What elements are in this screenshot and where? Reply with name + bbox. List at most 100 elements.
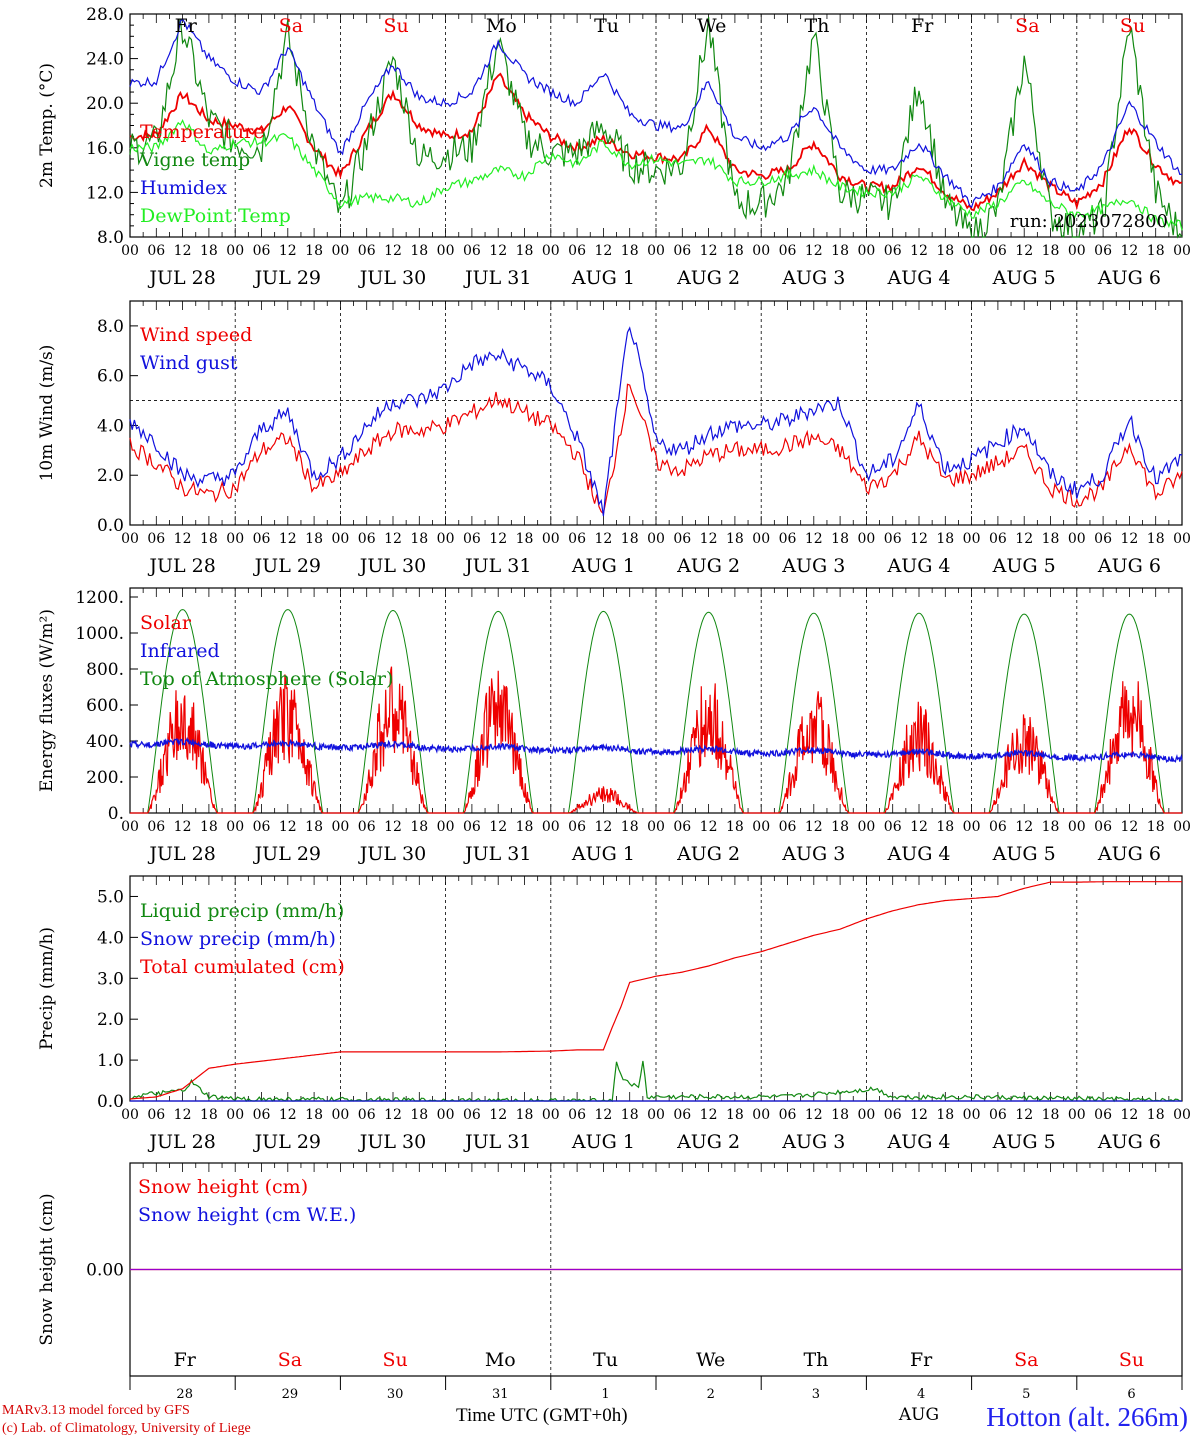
weekday-label-bottom: Sa	[1014, 1349, 1038, 1371]
hour-tick-label: 00	[752, 1107, 770, 1123]
hour-tick-label: 06	[989, 1107, 1007, 1123]
date-label: AUG 4	[886, 555, 950, 577]
hour-tick-label: 00	[857, 1107, 875, 1123]
hour-tick-label: 00	[542, 531, 560, 547]
y-tick-label: 4.0	[97, 928, 124, 948]
date-label: JUL 30	[358, 1131, 426, 1153]
legend-item: Liquid precip (mm/h)	[140, 900, 344, 922]
hour-tick-label: 06	[358, 243, 376, 259]
series-liquid-precip-mm-h-	[129, 1060, 1182, 1103]
hour-tick-label: 00	[1068, 1107, 1086, 1123]
hour-tick-label: 06	[884, 819, 902, 835]
hour-tick-label: 12	[1015, 243, 1033, 259]
y-tick-label: 1.0	[97, 1051, 124, 1071]
hour-tick-label: 00	[331, 819, 349, 835]
hour-tick-label: 00	[647, 243, 665, 259]
hour-tick-label: 06	[358, 531, 376, 547]
hour-tick-label: 12	[279, 243, 297, 259]
hour-tick-label: 12	[489, 819, 507, 835]
hour-tick-label: 06	[779, 531, 797, 547]
hour-tick-label: 00	[542, 819, 560, 835]
hour-tick-label: 00	[437, 531, 455, 547]
hour-tick-label: 12	[384, 1107, 402, 1123]
hour-tick-label: 12	[805, 531, 823, 547]
hour-tick-label: 18	[305, 243, 323, 259]
y-tick-label: 24.0	[86, 50, 124, 70]
panel-frame	[129, 300, 1183, 526]
y-tick-label: 800.	[86, 660, 124, 680]
hour-tick-label: 18	[200, 819, 218, 835]
hour-tick-label: 06	[1094, 531, 1112, 547]
y-tick-label: 2.0	[97, 466, 124, 486]
y-tick-label: 8.0	[97, 228, 124, 248]
hour-tick-label: 18	[726, 1107, 744, 1123]
y-tick-label: 0.0	[97, 1092, 124, 1112]
date-label: AUG 5	[992, 267, 1056, 289]
date-label: JUL 29	[253, 555, 321, 577]
date-label: AUG 2	[676, 1131, 740, 1153]
legend-item: Infrared	[140, 640, 220, 662]
hour-tick-label: 06	[673, 1107, 691, 1123]
credit-model: MARv3.13 model forced by GFS	[2, 1403, 190, 1418]
hour-tick-label: 18	[516, 531, 534, 547]
date-label: AUG 2	[676, 843, 740, 865]
hour-tick-label: 00	[857, 819, 875, 835]
hour-tick-label: 06	[884, 1107, 902, 1123]
date-label: AUG 4	[886, 267, 950, 289]
day-number: 31	[492, 1387, 509, 1402]
date-label: AUG 1	[571, 843, 635, 865]
y-axis-label: Precip (mm/h)	[37, 927, 57, 1050]
hour-tick-label: 18	[831, 1107, 849, 1123]
month-label: AUG	[898, 1405, 939, 1425]
hour-tick-label: 00	[857, 531, 875, 547]
hour-tick-label: 18	[726, 819, 744, 835]
date-label: AUG 1	[571, 267, 635, 289]
hour-tick-label: 06	[779, 819, 797, 835]
legend-item: Solar	[140, 612, 192, 634]
y-tick-label: 0.	[108, 804, 124, 824]
y-axis-label: 2m Temp. (°C)	[37, 63, 57, 188]
date-label: JUL 29	[253, 267, 321, 289]
hour-tick-label: 12	[594, 819, 612, 835]
hour-tick-label: 12	[384, 819, 402, 835]
hour-tick-label: 00	[121, 1107, 139, 1123]
weekday-label: Fr	[175, 15, 198, 37]
hour-tick-label: 18	[1042, 531, 1060, 547]
hour-tick-label: 00	[121, 243, 139, 259]
hour-tick-label: 00	[121, 819, 139, 835]
hour-tick-label: 18	[305, 531, 323, 547]
day-number: 5	[1022, 1387, 1030, 1402]
legend-item: Humidex	[140, 177, 227, 199]
hour-tick-label: 18	[936, 819, 954, 835]
hour-tick-label: 18	[516, 243, 534, 259]
hour-tick-label: 18	[410, 819, 428, 835]
date-label: AUG 6	[1097, 843, 1161, 865]
weekday-label: Th	[804, 15, 829, 37]
hour-tick-label: 00	[226, 531, 244, 547]
hour-tick-label: 00	[1068, 819, 1086, 835]
legend-item: Wind gust	[140, 352, 238, 374]
hour-tick-label: 00	[331, 1107, 349, 1123]
series-wind-speed	[129, 383, 1183, 515]
hour-tick-label: 12	[1015, 1107, 1033, 1123]
hour-tick-label: 12	[489, 243, 507, 259]
date-label: AUG 5	[992, 1131, 1056, 1153]
legend-item: DewPoint Temp	[140, 205, 291, 227]
station-name: Hotton (alt. 266m)	[986, 1402, 1188, 1432]
y-tick-label: 28.0	[86, 5, 124, 25]
hour-tick-label: 06	[568, 819, 586, 835]
date-label: JUL 30	[358, 555, 426, 577]
weekday-label: Su	[384, 15, 409, 37]
hour-tick-label: 12	[174, 531, 192, 547]
hour-tick-label: 18	[936, 243, 954, 259]
hour-tick-label: 18	[410, 243, 428, 259]
date-label: JUL 31	[463, 1131, 531, 1153]
hour-tick-label: 12	[910, 531, 928, 547]
weekday-label-bottom: Fr	[174, 1349, 197, 1371]
hour-tick-label: 06	[147, 243, 165, 259]
hour-tick-label: 06	[568, 243, 586, 259]
weekday-label: Sa	[279, 15, 303, 37]
legend-item: Snow height (cm)	[138, 1176, 308, 1198]
hour-tick-label: 06	[463, 1107, 481, 1123]
hour-tick-label: 00	[647, 1107, 665, 1123]
